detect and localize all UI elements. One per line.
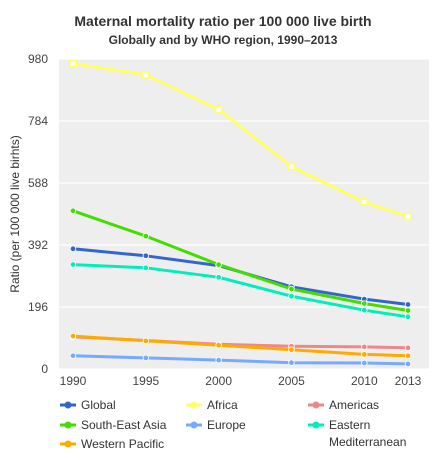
legend-item-europe[interactable]: Europe: [186, 418, 246, 432]
data-point[interactable]: [69, 352, 77, 359]
legend-label: Western Pacific: [81, 437, 164, 451]
data-point[interactable]: [404, 301, 412, 308]
data-point[interactable]: [361, 359, 368, 367]
plot-area: [59, 59, 429, 369]
data-point[interactable]: [142, 232, 150, 240]
data-point[interactable]: [360, 198, 369, 206]
legend-label: Africa: [207, 398, 238, 412]
data-point[interactable]: [142, 71, 150, 79]
legend-swatch-dot: [190, 421, 198, 429]
legend-item-global[interactable]: Global: [60, 398, 116, 412]
data-point[interactable]: [215, 274, 222, 281]
x-tick-label: 2010: [351, 374, 378, 388]
y-tick-labels: 0 196 392 588 784 980: [28, 52, 48, 376]
data-point[interactable]: [69, 261, 77, 268]
series-line-eastern-mediterranean: [72, 263, 409, 319]
series-line-south-east-asia: [72, 209, 409, 312]
data-point[interactable]: [69, 332, 77, 340]
data-point[interactable]: [404, 344, 412, 352]
data-point[interactable]: [214, 105, 223, 114]
series-africa: [69, 59, 412, 221]
data-point[interactable]: [142, 354, 150, 362]
series-group: [69, 59, 412, 368]
data-point[interactable]: [142, 264, 150, 271]
legend-swatch-dot: [64, 401, 72, 409]
y-tick-label: 784: [28, 114, 48, 128]
x-tick-label: 2013: [395, 374, 422, 388]
data-point[interactable]: [69, 59, 77, 68]
data-point[interactable]: [215, 356, 222, 364]
legend-label: Eastern: [329, 418, 370, 432]
chart-subtitle: Globally and by WHO region, 1990–2013: [109, 33, 338, 47]
data-point[interactable]: [142, 337, 150, 345]
series-line-africa: [72, 62, 409, 218]
data-point[interactable]: [361, 351, 368, 358]
data-point[interactable]: [288, 285, 295, 293]
x-tick-label: 1990: [60, 374, 87, 388]
series-south-east-asia: [69, 207, 412, 314]
data-point[interactable]: [404, 313, 412, 321]
series-line-western-pacific: [72, 334, 409, 358]
data-point[interactable]: [142, 252, 150, 259]
y-tick-label: 0: [41, 362, 48, 376]
series-europe: [69, 352, 412, 368]
grid-lines: [59, 58, 429, 370]
data-point[interactable]: [404, 352, 412, 359]
legend-swatch-dot: [64, 421, 72, 429]
legend-swatch-dot: [312, 421, 320, 429]
series-line-europe: [72, 354, 409, 366]
legend-label: Europe: [207, 418, 246, 432]
x-tick-labels: 1990 1995 2000 2005 2010 2013: [60, 374, 422, 388]
legend-label: Global: [81, 398, 116, 412]
legend-item-western-pacific[interactable]: Western Pacific: [60, 437, 164, 451]
data-point[interactable]: [361, 306, 368, 314]
data-point[interactable]: [361, 300, 368, 307]
data-point[interactable]: [69, 207, 77, 215]
legend-label-continued: Mediterranean: [329, 435, 406, 449]
x-tick-label: 2005: [278, 374, 305, 388]
legend-item-south-east-asia[interactable]: South-East Asia: [60, 418, 167, 432]
legend-item-africa[interactable]: Africa: [186, 398, 238, 412]
data-point[interactable]: [287, 162, 296, 171]
data-point[interactable]: [288, 346, 295, 353]
legend-swatch-dot: [190, 401, 198, 409]
series-western-pacific: [69, 332, 412, 359]
legend-swatch-dot: [64, 440, 72, 448]
data-point[interactable]: [215, 342, 222, 349]
legend-label: South-East Asia: [81, 418, 167, 432]
series-eastern-mediterranean: [69, 261, 412, 321]
legend-label: Americas: [329, 398, 379, 412]
legend-item-eastern-mediterranean[interactable]: Eastern Mediterranean: [308, 418, 406, 449]
data-point[interactable]: [288, 293, 295, 300]
legend-item-americas[interactable]: Americas: [308, 398, 379, 412]
y-tick-label: 588: [28, 176, 48, 190]
y-tick-label: 392: [28, 238, 48, 252]
x-tick-label: 2000: [205, 374, 232, 388]
chart-title: Maternal mortality ratio per 100 000 liv…: [74, 13, 371, 29]
data-point[interactable]: [215, 261, 222, 268]
legend: Global Africa Americas South-East Asia Europ…: [60, 398, 406, 451]
data-point[interactable]: [404, 360, 412, 368]
y-axis-label: Ratio (per 100 000 live birhts): [8, 135, 22, 292]
data-point[interactable]: [288, 359, 295, 366]
data-point[interactable]: [69, 245, 77, 252]
data-point[interactable]: [404, 307, 412, 314]
y-tick-label: 196: [28, 300, 48, 314]
x-tick-label: 1995: [132, 374, 159, 388]
data-point[interactable]: [404, 212, 412, 221]
data-point[interactable]: [361, 343, 368, 351]
y-tick-label: 980: [28, 52, 48, 66]
legend-swatch-dot: [312, 401, 320, 409]
